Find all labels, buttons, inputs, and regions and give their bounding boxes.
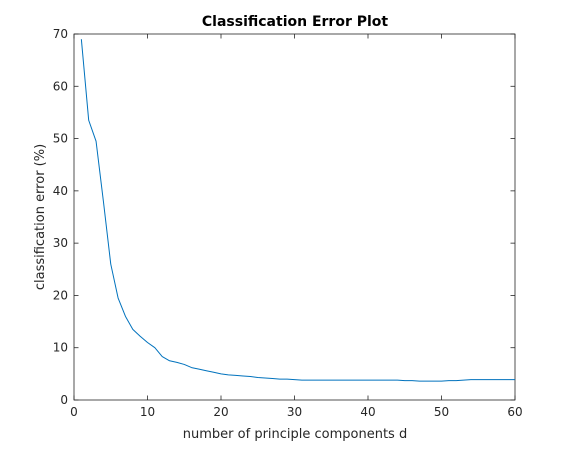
chart-title: Classification Error Plot (202, 14, 389, 30)
data-point (433, 380, 435, 382)
data-point (257, 376, 259, 378)
data-point (146, 341, 148, 343)
series-group (80, 38, 516, 382)
x-tick-label: 50 (434, 405, 449, 419)
data-point (80, 38, 82, 40)
data-point (271, 377, 273, 379)
data-point (396, 379, 398, 381)
axis-ticks (73, 33, 516, 401)
data-point (220, 373, 222, 375)
series-line-0 (80, 39, 515, 382)
data-point (484, 378, 486, 380)
data-point (411, 379, 413, 381)
data-point (242, 375, 244, 377)
data-point (212, 371, 214, 373)
data-point (183, 363, 185, 365)
data-point (440, 380, 442, 382)
data-point (279, 378, 281, 380)
data-point (117, 297, 119, 299)
data-point (389, 379, 391, 381)
data-point (227, 374, 229, 376)
data-point (337, 379, 339, 381)
data-point (330, 379, 332, 381)
x-tick-label: 20 (213, 405, 228, 419)
data-point (176, 361, 178, 363)
data-point (264, 377, 266, 379)
data-point (95, 140, 97, 142)
data-point (359, 379, 361, 381)
plot-area: 0 10 20 30 40 50 60 0 10 20 30 40 50 60 70 (53, 27, 523, 419)
data-point (345, 379, 347, 381)
data-point (161, 355, 163, 357)
y-tick-label: 50 (53, 132, 68, 146)
data-point (382, 379, 384, 381)
data-point (286, 378, 288, 380)
data-point (455, 379, 457, 381)
data-point (477, 378, 479, 380)
data-point (514, 378, 516, 380)
data-point (124, 315, 126, 317)
data-point (249, 375, 251, 377)
data-point (352, 379, 354, 381)
data-point (448, 379, 450, 381)
data-point (168, 360, 170, 362)
y-tick-label: 60 (53, 79, 68, 93)
y-tick-label: 30 (53, 236, 68, 250)
data-point (404, 379, 406, 381)
x-tick-label: 0 (70, 405, 78, 419)
data-point (418, 380, 420, 382)
x-tick-label: 10 (140, 405, 155, 419)
data-point (88, 119, 90, 121)
y-tick-label: 40 (53, 184, 68, 198)
data-point (205, 370, 207, 372)
data-point (110, 263, 112, 265)
x-tick-label: 30 (287, 405, 302, 419)
data-point (426, 380, 428, 382)
data-point (190, 366, 192, 368)
y-tick-label: 10 (53, 341, 68, 355)
data-point (139, 335, 141, 337)
data-point (323, 379, 325, 381)
x-axis-label: number of principle components d (183, 427, 407, 442)
axis-tick-labels: 0 10 20 30 40 50 60 0 10 20 30 40 50 60 70 (53, 27, 523, 419)
plot-frame (73, 33, 516, 401)
data-point (198, 368, 200, 370)
data-point (374, 379, 376, 381)
data-point (102, 200, 104, 202)
data-point (132, 328, 134, 330)
data-point (462, 379, 464, 381)
y-tick-label: 70 (53, 27, 68, 41)
y-tick-label: 0 (60, 393, 68, 407)
data-point (154, 347, 156, 349)
data-point (308, 379, 310, 381)
data-point (492, 378, 494, 380)
y-tick-label: 20 (53, 288, 68, 302)
x-tick-label: 60 (507, 405, 522, 419)
data-point (506, 378, 508, 380)
data-point (293, 378, 295, 380)
x-tick-label: 40 (360, 405, 375, 419)
data-point (470, 378, 472, 380)
data-point (367, 379, 369, 381)
data-point (235, 374, 237, 376)
data-point (301, 379, 303, 381)
data-point (315, 379, 317, 381)
data-point (499, 378, 501, 380)
y-axis-label: classification error (%) (33, 144, 48, 290)
